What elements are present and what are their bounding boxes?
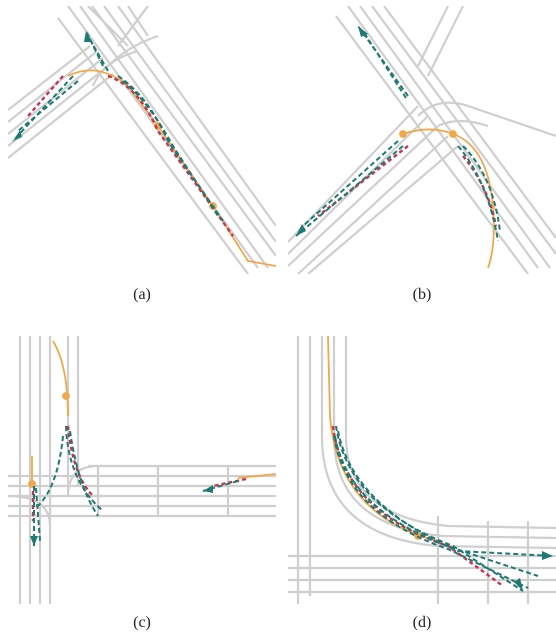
- road-network: [8, 336, 276, 604]
- panel-a-map: [8, 6, 276, 274]
- history-trajectory: [399, 128, 495, 269]
- caption-c: (c): [133, 614, 151, 631]
- panel-d: [288, 336, 556, 604]
- predicted-trajectories: [12, 30, 224, 222]
- road-network: [8, 6, 276, 274]
- history-trajectory: [327, 336, 439, 542]
- caption-b: (b): [412, 286, 432, 303]
- panel-d-map: [288, 336, 556, 604]
- road-network: [288, 6, 556, 274]
- panel-b: [288, 6, 556, 274]
- predicted-trajectories: [30, 425, 239, 546]
- panel-b-map: [288, 6, 556, 274]
- ground-truth-trajectory: [27, 74, 234, 237]
- ground-truth-trajectory: [331, 425, 504, 587]
- caption-d: (d): [412, 614, 432, 631]
- panel-c: [8, 336, 276, 604]
- predicted-trajectories: [295, 25, 501, 242]
- predicted-trajectories: [333, 425, 554, 592]
- panel-c-map: [8, 336, 276, 604]
- caption-a: (a): [133, 286, 151, 303]
- panel-a: [8, 6, 276, 274]
- history-trajectory: [28, 340, 276, 488]
